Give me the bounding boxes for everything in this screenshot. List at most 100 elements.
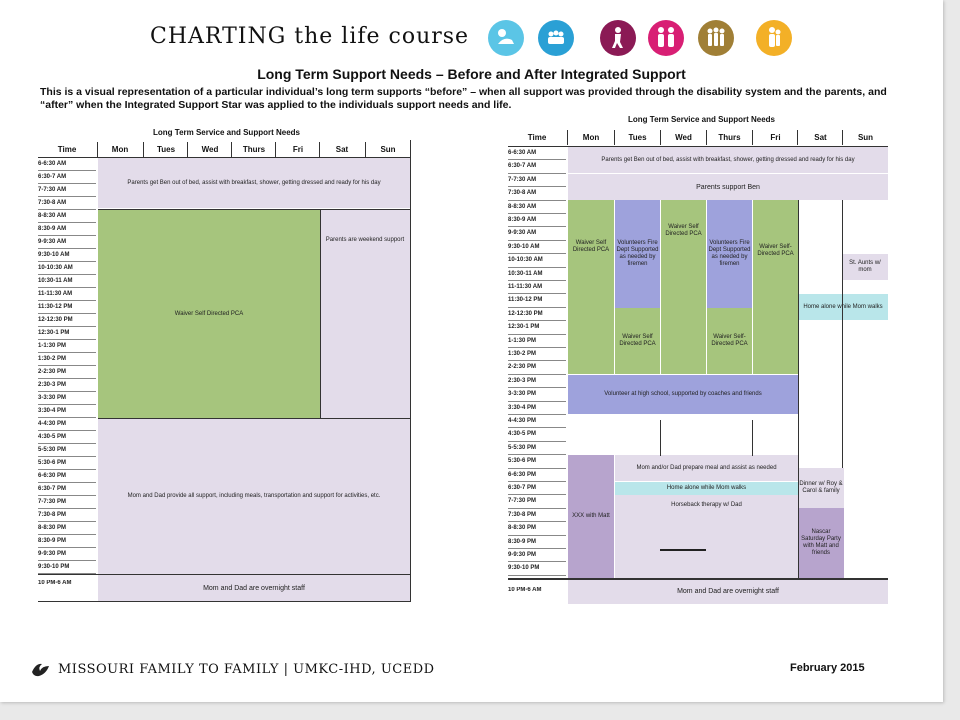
- time-slot-label: 2:30-3 PM: [508, 375, 566, 389]
- time-slot-label: 12:30-1 PM: [38, 327, 96, 340]
- time-slot-label: 5:30-6 PM: [508, 455, 566, 469]
- children-icon: [538, 20, 574, 56]
- column-header: Thurs: [242, 145, 266, 154]
- time-slot-label: 9-9:30 PM: [38, 548, 96, 561]
- time-slot-label: 8:30-9 PM: [508, 536, 566, 549]
- time-slot-label: 9:30-10 PM: [508, 562, 566, 576]
- dinner-prep-block: Mom and/or Dad prepare meal and assist a…: [615, 455, 798, 481]
- footer-org: MISSOURI FAMILY TO FAMILY | UMKC-IHD, UC…: [58, 662, 435, 677]
- table-right-border: [410, 140, 411, 602]
- column-header: Mon: [582, 133, 600, 142]
- time-slot-label: 8-8:30 PM: [508, 522, 566, 536]
- time-slot-label: 10-10:30 AM: [38, 262, 96, 275]
- waiver-pca-block: Waiver Self Directed PCA: [98, 210, 320, 418]
- row-divider: [98, 209, 410, 210]
- header-column-divider: [275, 142, 276, 157]
- header-column-divider: [706, 130, 707, 145]
- time-slot-label: 6:30-7 PM: [508, 482, 566, 496]
- time-slot-label: 7-7:30 AM: [38, 184, 96, 197]
- time-slot-label: 4:30-5 PM: [508, 428, 566, 442]
- time-slot-label: 11:30-12 PM: [508, 294, 566, 308]
- row-divider: [508, 578, 888, 580]
- time-slot-label: 9:30-10 AM: [38, 249, 96, 262]
- time-slot-label: 2-2:30 PM: [38, 366, 96, 379]
- parents-evening-block: Mom and Dad provide all support, includi…: [98, 418, 410, 574]
- row-divider: [98, 418, 410, 419]
- time-slot-label: 9:30-10 AM: [508, 241, 566, 255]
- time-slot-label: 9:30-10 PM: [38, 561, 96, 574]
- left-schedule-table: Time Mon Tues Wed Thurs Fri Sat Sun 6-6:30 AM 6:…: [38, 140, 411, 602]
- header-column-divider: [187, 142, 188, 157]
- time-slot-label: 3-3:30 PM: [508, 388, 566, 402]
- time-slot-label: 7-7:30 PM: [38, 496, 96, 509]
- overnight-time-label: 10 PM-6 AM: [508, 587, 542, 593]
- column-header: Tues: [156, 145, 176, 154]
- thu-waiver-pca-block: Waiver Self-Directed PCA: [707, 308, 752, 374]
- column-header: Wed: [675, 133, 692, 142]
- time-slot-label: 3:30-4 PM: [38, 405, 96, 418]
- row-divider: [38, 574, 410, 575]
- column-header: Sun: [857, 133, 874, 142]
- description: This is a visual representation of a par…: [40, 86, 887, 111]
- time-slot-label: 4:30-5 PM: [38, 431, 96, 444]
- header-column-divider: [365, 142, 366, 157]
- time-slot-label: 8-8:30 PM: [38, 522, 96, 535]
- time-slot-label: 11-11:30 AM: [38, 288, 96, 301]
- overnight-time-label: 10 PM-6 AM: [38, 580, 72, 586]
- fri-waiver-pca-block: Waiver Self-Directed PCA: [753, 200, 798, 374]
- mon-waiver-pca-block: Waiver Self Directed PCA: [568, 200, 614, 374]
- footer-date: February 2015: [790, 662, 865, 674]
- time-slot-label: 10:30-11 AM: [38, 275, 96, 288]
- time-slot-label: 11-11:30 AM: [508, 281, 566, 295]
- time-slot-label: 7:30-8 AM: [38, 197, 96, 210]
- column-divider: [320, 210, 321, 418]
- time-slot-label: 6-6:30 AM: [508, 147, 566, 161]
- time-slot-label: 9-9:30 PM: [508, 549, 566, 563]
- time-slot-label: 7-7:30 PM: [508, 495, 566, 509]
- wed-waiver-pca-block: Waiver Self Directed PCA: [661, 200, 706, 374]
- column-header: Tues: [628, 133, 647, 142]
- time-slot-label: 6:30-7 AM: [38, 171, 96, 184]
- morning-routine-block: Parents get Ben out of bed, assist with …: [568, 147, 888, 173]
- time-slot-label: 7:30-8 AM: [508, 187, 566, 201]
- column-header: Time: [57, 145, 77, 154]
- tue-waiver-pca-block: Waiver Self Directed PCA: [615, 308, 660, 374]
- time-slot-label: 10-10:30 AM: [508, 254, 566, 268]
- time-slot-label: 12-12:30 PM: [38, 314, 96, 327]
- parents-support-block: Parents support Ben: [568, 174, 888, 200]
- highschool-volunteer-block: Volunteer at high school, supported by c…: [568, 375, 798, 414]
- header-column-divider: [143, 142, 144, 157]
- wed-horseback-block: Horseback therapy w/ Dad: [615, 495, 798, 578]
- right-schedule-table: Time Mon Tues Wed Thurs Fri Sat Sun 6-6:30 AM 6:…: [508, 128, 888, 604]
- mon-xxx-matt-block: XXX with Matt: [568, 455, 614, 578]
- time-slot-label: 12-12:30 PM: [508, 308, 566, 322]
- horseback-divider: [660, 549, 706, 551]
- header-column-divider: [797, 130, 798, 145]
- document-page: CHARTING the life course Long Term Suppo…: [0, 0, 943, 702]
- time-slot-label: 6:30-7 PM: [38, 483, 96, 496]
- tue-volunteers-block: Volunteers Fire Dept Supported as needed…: [615, 200, 660, 308]
- time-slot-label: 6:30-7 AM: [508, 160, 566, 174]
- thu-volunteers-block: Volunteers Fire Dept Supported as needed…: [707, 200, 752, 308]
- time-slot-label: 1-1:30 PM: [508, 335, 566, 348]
- column-divider: [660, 420, 661, 456]
- column-header: Thurs: [718, 133, 741, 142]
- time-slot-label: 6-6:30 AM: [38, 158, 96, 171]
- time-slot-label: 8:30-9 AM: [38, 223, 96, 236]
- elder-icon: [756, 20, 792, 56]
- column-header: Fri: [770, 133, 781, 142]
- table-bottom-border: [38, 601, 410, 602]
- time-slot-label: 1:30-2 PM: [38, 353, 96, 366]
- column-divider: [842, 200, 843, 468]
- column-header: Sun: [380, 145, 396, 154]
- baby-icon: [488, 20, 524, 56]
- time-slot-label: 4-4:30 PM: [38, 418, 96, 431]
- column-header: Fri: [292, 145, 304, 154]
- overnight-block: Mom and Dad are overnight staff: [98, 575, 410, 602]
- time-slot-label: 8:30-9 PM: [38, 535, 96, 548]
- header-column-divider: [614, 130, 615, 145]
- morning-routine-block: Parents get Ben out of bed, assist with …: [98, 158, 410, 208]
- column-header: Wed: [201, 145, 219, 154]
- group-icon: [698, 20, 734, 56]
- subtitle: Long Term Support Needs – Before and Aft…: [257, 66, 686, 82]
